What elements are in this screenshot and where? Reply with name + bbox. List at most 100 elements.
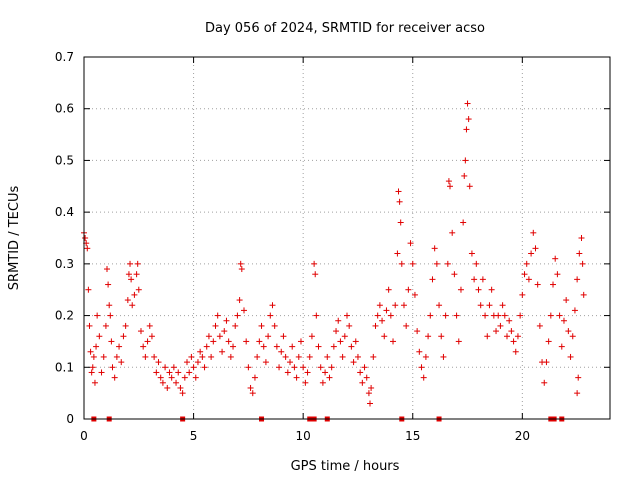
data-point xyxy=(326,374,333,381)
y-tick-label: 0.5 xyxy=(55,153,74,167)
data-point xyxy=(447,183,454,190)
y-tick-label: 0.1 xyxy=(55,360,74,374)
data-point xyxy=(357,369,364,376)
data-point xyxy=(223,317,230,324)
data-point xyxy=(260,343,267,350)
data-point xyxy=(203,343,210,350)
data-point xyxy=(88,369,95,376)
data-point xyxy=(379,317,386,324)
data-point xyxy=(129,302,136,309)
data-point xyxy=(188,353,195,360)
data-point xyxy=(243,338,250,345)
data-point xyxy=(116,343,123,350)
y-tick-label: 0.4 xyxy=(55,205,74,219)
y-tick-label: 0 xyxy=(66,412,74,426)
data-point xyxy=(91,379,98,386)
data-point xyxy=(153,369,160,376)
data-point xyxy=(499,302,506,309)
data-point xyxy=(166,369,173,376)
data-point xyxy=(269,302,276,309)
data-point xyxy=(525,276,532,283)
data-point xyxy=(155,359,162,366)
data-point xyxy=(175,369,182,376)
data-point xyxy=(86,322,93,329)
data-point xyxy=(284,369,291,376)
data-point xyxy=(297,338,304,345)
data-point xyxy=(194,359,201,366)
data-point xyxy=(133,271,140,278)
data-point xyxy=(192,374,199,381)
data-point xyxy=(579,260,586,267)
data-point xyxy=(457,286,464,293)
data-point xyxy=(300,364,307,371)
data-point xyxy=(234,312,241,319)
data-point xyxy=(575,374,582,381)
data-point xyxy=(89,364,96,371)
x-tick-label: 15 xyxy=(405,429,420,443)
data-point xyxy=(506,317,513,324)
data-point xyxy=(501,312,508,319)
data-point xyxy=(376,302,383,309)
data-point xyxy=(135,286,142,293)
data-point xyxy=(341,333,348,340)
data-point xyxy=(455,338,462,345)
data-point xyxy=(124,297,131,304)
y-tick-label: 0.7 xyxy=(55,50,74,64)
data-point xyxy=(468,250,475,257)
data-point xyxy=(465,116,472,123)
data-point xyxy=(186,369,193,376)
chart-title: Day 056 of 2024, SRMTID for receiver acs… xyxy=(205,21,485,36)
data-point xyxy=(398,260,405,267)
data-point xyxy=(238,266,245,273)
data-point xyxy=(547,312,554,319)
data-point xyxy=(354,353,361,360)
data-point xyxy=(558,343,565,350)
y-tick-label: 0.2 xyxy=(55,309,74,323)
axis-ticks xyxy=(83,56,610,420)
data-point xyxy=(125,271,132,278)
data-point xyxy=(473,260,480,267)
data-point xyxy=(98,369,105,376)
data-point xyxy=(105,281,112,288)
data-point xyxy=(127,260,134,267)
data-point xyxy=(411,291,418,298)
data-point xyxy=(304,369,311,376)
data-point xyxy=(168,374,175,381)
data-point xyxy=(276,364,283,371)
data-point xyxy=(232,322,239,329)
data-point xyxy=(395,188,402,195)
data-point xyxy=(120,333,127,340)
data-point xyxy=(106,302,113,309)
x-tick-labels: 0 5 10 15 20 xyxy=(80,429,530,443)
data-point xyxy=(140,343,147,350)
data-point xyxy=(164,384,171,391)
data-point xyxy=(312,271,319,278)
data-point xyxy=(109,364,116,371)
data-point xyxy=(100,353,107,360)
data-point xyxy=(315,343,322,350)
data-point xyxy=(414,328,421,335)
data-point xyxy=(433,260,440,267)
data-point xyxy=(545,338,552,345)
data-point xyxy=(563,297,570,304)
data-point xyxy=(392,302,399,309)
plot-frame xyxy=(83,56,611,420)
data-point xyxy=(330,343,337,350)
data-point xyxy=(442,312,449,319)
data-point xyxy=(322,369,329,376)
data-point xyxy=(552,255,559,262)
data-point xyxy=(407,240,414,247)
data-point xyxy=(324,353,331,360)
data-point xyxy=(578,235,585,241)
data-point xyxy=(214,312,221,319)
data-point xyxy=(328,364,335,371)
data-point xyxy=(387,312,394,319)
data-point xyxy=(128,276,135,283)
data-point xyxy=(429,276,436,283)
data-point xyxy=(466,183,473,190)
data-point xyxy=(409,260,416,267)
data-point xyxy=(528,250,535,257)
data-point xyxy=(287,359,294,366)
data-point xyxy=(177,384,184,391)
